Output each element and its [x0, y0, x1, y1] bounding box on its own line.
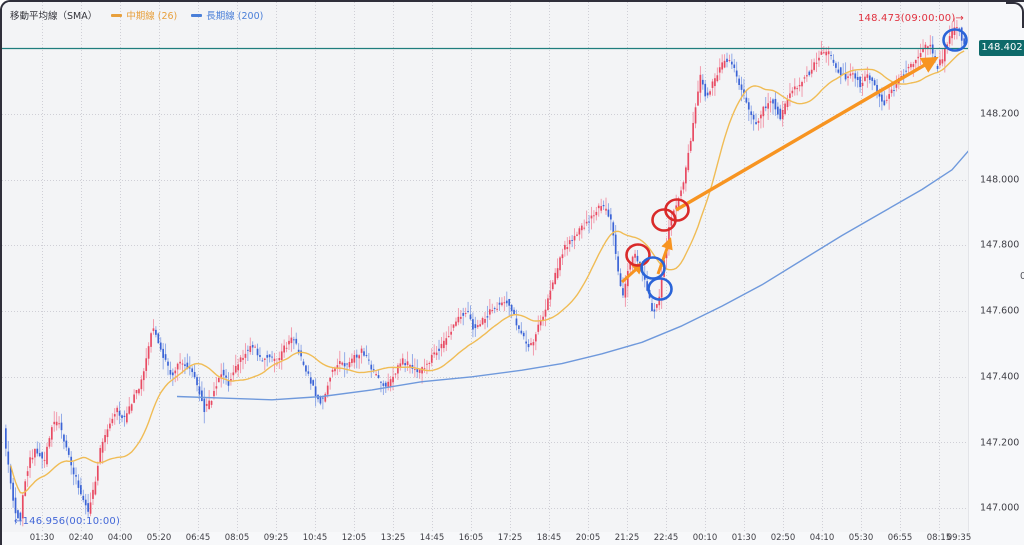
time-tick-label: 02:40: [68, 533, 94, 543]
time-tick-label: 01:30: [731, 533, 757, 543]
high-price-annotation: 148.473(09:00:00)→: [857, 13, 964, 24]
time-tick-label: 02:50: [770, 533, 796, 543]
trade-markers: [620, 28, 968, 301]
time-tick-label: 08:05: [224, 533, 250, 543]
time-tick-label: 18:45: [536, 533, 562, 543]
partial-text: 0: [1020, 271, 1024, 282]
price-tick-label: 147.600: [980, 305, 1020, 317]
price-tick-label: 147.400: [980, 371, 1020, 383]
buy-signal-circle: [647, 277, 673, 301]
time-tick-label: 05:20: [146, 533, 172, 543]
time-tick-label: 04:10: [809, 533, 835, 543]
time-tick-label: 14:45: [419, 533, 445, 543]
price-tick-label: 147.800: [980, 239, 1020, 251]
buy-signal-circle: [942, 28, 968, 52]
time-axis: 01:30 02:40 04:00 05:20 06:45 08:05 09:25 10:45…: [2, 532, 971, 545]
time-tick-label: 17:25: [497, 533, 523, 543]
time-tick-label: 01:30: [29, 533, 55, 543]
trend-arrow: [675, 56, 939, 212]
sell-signal-circle: [625, 243, 651, 267]
time-tick-label: 22:45: [653, 533, 679, 543]
price-tick-label: 147.000: [980, 502, 1020, 514]
time-tick-label: 10:45: [302, 533, 328, 543]
time-tick-label: 20:05: [575, 533, 601, 543]
time-tick-label: 05:30: [848, 533, 874, 543]
buy-signal-circle: [640, 256, 666, 280]
time-tick-label: 13:25: [380, 533, 406, 543]
time-tick-label: 04:00: [107, 533, 133, 543]
low-price-annotation: ←146.956(00:10:00): [14, 516, 121, 527]
time-tick-label: 21:25: [614, 533, 640, 543]
sell-signal-circle: [664, 198, 690, 222]
signal-arrow: [620, 261, 645, 284]
time-tick-label: 00:10: [692, 533, 718, 543]
time-tick-label: 16:05: [458, 533, 484, 543]
price-tick-label: 147.200: [980, 437, 1020, 448]
price-axis: 148.402 0 148.200 148.000 147.800 147.600 14…: [968, 2, 1024, 532]
price-tick-label: 148.000: [980, 174, 1020, 186]
time-tick-label: 08:15: [926, 533, 952, 543]
time-tick-label: 09:35: [946, 533, 972, 543]
time-tick-label: 09:25: [263, 533, 289, 543]
price-tick-label: 148.200: [980, 108, 1020, 120]
time-tick-label: 12:05: [341, 533, 367, 543]
time-tick-label: 06:55: [887, 533, 913, 543]
signal-arrow: [656, 237, 673, 275]
time-tick-label: 06:45: [185, 533, 211, 543]
current-price-label: 148.402: [979, 40, 1024, 56]
